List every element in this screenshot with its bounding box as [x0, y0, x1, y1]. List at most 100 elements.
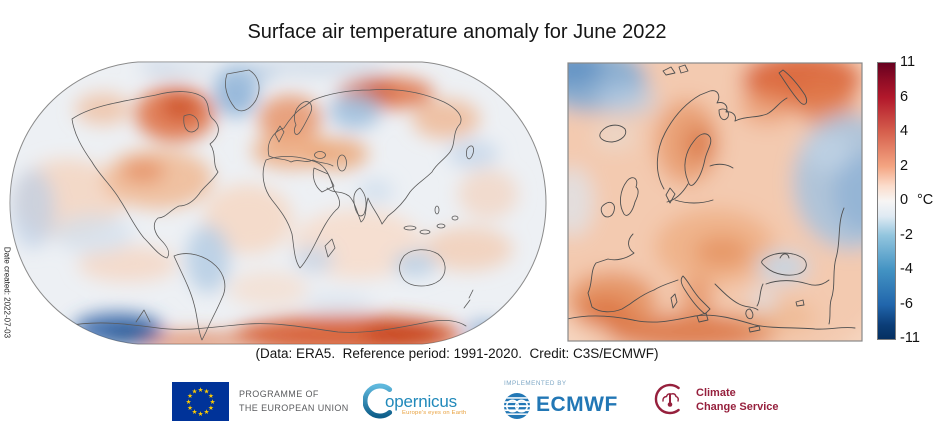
coastline-hudson-bay [183, 114, 199, 133]
coastline-svalbard-1 [662, 66, 676, 76]
page-title: Surface air temperature anomaly for June… [247, 21, 667, 43]
svg-text:★: ★ [204, 387, 210, 395]
coastline-caspian [337, 154, 347, 172]
coastline-africa [262, 156, 340, 269]
eu-programme-line2: THE EUROPEAN UNION [239, 402, 349, 413]
ecmwf-wordmark: ECMWF [536, 393, 618, 416]
colorbar-tick: 4 [900, 123, 909, 139]
coastline-north-america [71, 91, 219, 259]
colorbar-tick: -4 [900, 261, 913, 277]
eu-programme-line1: PROGRAMME OF [239, 389, 319, 399]
c3s-line2: Change Service [696, 401, 779, 414]
europe-anomaly-map [567, 62, 863, 342]
climate-change-service-icon [654, 383, 680, 415]
eu-flag-logo: ★ ★★ ★★★ ★★★ ★★★ [172, 382, 229, 421]
europe-coastlines [568, 64, 856, 333]
coastline-indonesia-3 [436, 223, 446, 229]
svg-text:★: ★ [198, 386, 204, 394]
coastline-white-sea [718, 108, 729, 121]
colorbar-tick: 0 [900, 192, 909, 208]
eu-programme-caption: PROGRAMME OF THE EUROPEAN UNION [239, 388, 349, 415]
copernicus-wordmark: opernicus [385, 392, 457, 411]
coastline-gulf-of-bothnia [684, 133, 712, 186]
colorbar-tick-labels: 11 6 4 2 0 -2 -4 -6 -11 [900, 54, 940, 346]
coastline-iceland [599, 124, 627, 143]
svg-text:★: ★ [187, 404, 193, 412]
coastline-turkey-south [765, 279, 830, 286]
ecmwf-globe-icon [504, 393, 530, 419]
coastline-gulf-of-finland [709, 163, 734, 169]
coastline-ireland [600, 201, 615, 218]
svg-text:★: ★ [192, 408, 198, 416]
coastline-denmark [665, 187, 676, 204]
colorbar-tick: -2 [900, 226, 913, 243]
europe-anomaly-field [568, 63, 862, 341]
coastline-scandinavia [293, 101, 312, 135]
c3s-line1: Climate [696, 387, 736, 399]
coastline-caspian-west [828, 207, 845, 325]
colorbar-tick: 11 [900, 54, 916, 70]
coastline-mediterranean [268, 155, 334, 167]
coastline-crimea [779, 253, 790, 259]
copernicus-tagline: Europe's eyes on Earth [402, 410, 467, 416]
colorbar-tick: 2 [900, 157, 909, 174]
world-anomaly-field [11, 62, 518, 344]
coastline-eurasia-north [267, 89, 462, 157]
svg-text:★: ★ [192, 387, 198, 395]
coastline-philippines [434, 205, 440, 215]
colorbar-tick: 6 [900, 88, 909, 105]
coastline-uk [274, 125, 285, 143]
coastline-greenland [225, 69, 260, 112]
coastline-se-asia [326, 187, 383, 225]
implemented-by-label: IMPLEMENTED BY [504, 380, 567, 387]
world-anomaly-map [9, 61, 547, 345]
coastline-antarctica [65, 319, 467, 333]
coastline-black-sea [314, 151, 326, 159]
svg-text:★: ★ [208, 404, 214, 412]
colorbar-tick: -6 [900, 295, 913, 312]
coastline-new-zealand [463, 289, 474, 309]
coastline-scandinavia-europe [656, 90, 736, 190]
coastline-india [353, 187, 367, 217]
coastline-crete [748, 325, 761, 333]
svg-text:★: ★ [198, 410, 204, 418]
coastline-japan [466, 145, 475, 160]
coastline-russia-north [734, 97, 788, 122]
coastline-sicily [696, 312, 709, 323]
coastline-madagascar [324, 238, 336, 258]
copernicus-c-icon [363, 383, 393, 419]
europe-map-border [567, 62, 863, 342]
coastline-australia [399, 249, 446, 287]
coastline-novaya-zemlya [778, 69, 808, 105]
svg-text:★: ★ [210, 398, 216, 406]
coastline-france-iberia [587, 233, 655, 313]
coastline-sardinia [670, 293, 678, 309]
coastline-greece [745, 308, 754, 320]
world-coastlines [65, 69, 475, 341]
coastline-balkans [714, 283, 759, 311]
eu-flag-stars: ★ ★★ ★★★ ★★★ ★★★ [186, 386, 216, 418]
coastline-great-britain [620, 177, 639, 216]
coastline-eurasia-east [381, 123, 461, 225]
eu-flag-field [172, 382, 229, 421]
coastline-med-north [653, 279, 679, 291]
coastline-indonesia-1 [403, 225, 417, 231]
coastline-black-sea-europe [761, 252, 807, 276]
colorbar-tick: -11 [900, 330, 920, 346]
figure-caption: (Data: ERA5. Reference period: 1991-2020… [255, 346, 659, 361]
svg-text:★: ★ [208, 392, 214, 400]
climate-change-service-caption: Climate Change Service [696, 386, 779, 415]
coastline-svalbard-2 [678, 64, 689, 74]
coastline-turkey-west [756, 283, 764, 307]
coastline-new-guinea [451, 215, 459, 221]
colorbar-unit-label: °C [917, 192, 934, 208]
coastline-arabia [312, 167, 335, 193]
coastline-north-africa [568, 314, 856, 330]
coastline-antarctic-peninsula [135, 309, 151, 323]
coastline-cyprus [795, 299, 805, 307]
coastline-south-america [173, 253, 226, 341]
svg-text:★: ★ [187, 392, 193, 400]
coastline-indonesia-2 [419, 229, 431, 235]
svg-text:★: ★ [204, 408, 210, 416]
svg-text:★: ★ [186, 398, 192, 406]
